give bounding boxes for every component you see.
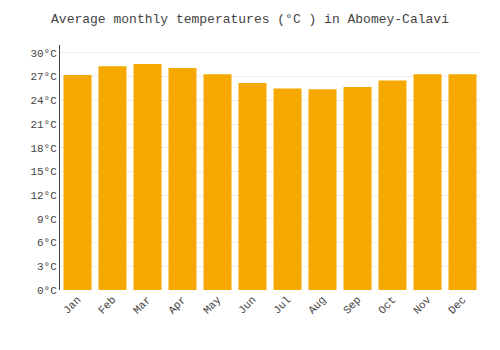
svg-text:21°C: 21°C [30, 119, 57, 131]
svg-text:3°C: 3°C [37, 261, 57, 273]
svg-text:12°C: 12°C [30, 190, 57, 202]
svg-text:24°C: 24°C [30, 95, 57, 107]
svg-text:Jan: Jan [61, 294, 83, 316]
svg-text:Average monthly temperatures (: Average monthly temperatures (°C ) in Ab… [51, 12, 449, 27]
svg-text:0°C: 0°C [37, 285, 57, 297]
svg-text:Jul: Jul [271, 294, 293, 316]
svg-text:6°C: 6°C [37, 237, 57, 249]
svg-text:9°C: 9°C [37, 214, 57, 226]
svg-text:Mar: Mar [131, 294, 153, 316]
svg-text:Feb: Feb [96, 294, 118, 316]
svg-text:Apr: Apr [166, 294, 188, 316]
svg-text:May: May [201, 294, 224, 317]
svg-text:Sep: Sep [341, 294, 363, 316]
svg-text:15°C: 15°C [30, 166, 57, 178]
svg-text:18°C: 18°C [30, 143, 57, 155]
svg-text:Jun: Jun [236, 294, 258, 316]
svg-text:Oct: Oct [376, 294, 398, 316]
svg-text:Nov: Nov [411, 294, 434, 317]
svg-text:Aug: Aug [306, 294, 328, 316]
svg-text:27°C: 27°C [30, 71, 57, 83]
svg-text:Dec: Dec [446, 294, 468, 316]
svg-text:30°C: 30°C [30, 48, 57, 60]
